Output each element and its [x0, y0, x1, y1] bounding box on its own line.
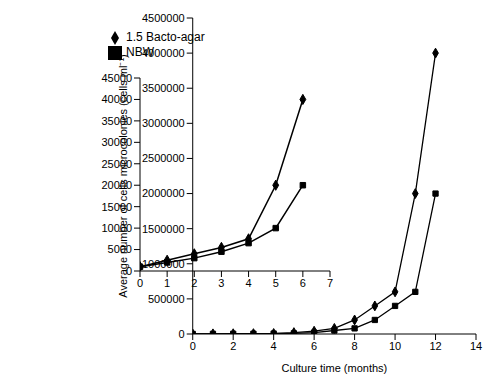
svg-text:Average number of cells microc: Average number of cells microcolonies (c…	[117, 54, 129, 297]
svg-text:30000: 30000	[101, 136, 132, 148]
svg-text:0: 0	[137, 277, 143, 289]
svg-text:20000: 20000	[101, 179, 132, 191]
svg-text:3000000: 3000000	[142, 117, 185, 129]
svg-text:2: 2	[230, 340, 236, 352]
svg-text:45000: 45000	[101, 72, 132, 84]
svg-text:2: 2	[191, 277, 197, 289]
svg-text:0: 0	[190, 340, 196, 352]
svg-text:6: 6	[300, 277, 306, 289]
svg-text:12: 12	[429, 340, 441, 352]
svg-text:Culture time (months): Culture time (months)	[281, 362, 387, 374]
svg-text:5: 5	[273, 277, 279, 289]
svg-text:0: 0	[126, 265, 132, 277]
svg-text:500000: 500000	[148, 293, 185, 305]
svg-text:5000: 5000	[108, 243, 132, 255]
svg-text:14: 14	[470, 340, 482, 352]
svg-text:0: 0	[179, 328, 185, 340]
svg-text:15000: 15000	[101, 201, 132, 213]
svg-text:10: 10	[389, 340, 401, 352]
svg-text:1: 1	[164, 277, 170, 289]
svg-text:10000: 10000	[101, 222, 132, 234]
svg-text:3500000: 3500000	[142, 82, 185, 94]
svg-text:35000: 35000	[101, 115, 132, 127]
svg-text:8: 8	[352, 340, 358, 352]
svg-text:25000: 25000	[101, 158, 132, 170]
svg-text:2000000: 2000000	[142, 187, 185, 199]
svg-text:6: 6	[311, 340, 317, 352]
svg-text:4000000: 4000000	[142, 47, 185, 59]
svg-text:4500000: 4500000	[142, 12, 185, 24]
svg-text:1500000: 1500000	[142, 223, 185, 235]
svg-text:40000: 40000	[101, 93, 132, 105]
svg-text:7: 7	[327, 277, 333, 289]
svg-text:4: 4	[271, 340, 277, 352]
svg-text:2500000: 2500000	[142, 152, 185, 164]
svg-text:3: 3	[218, 277, 224, 289]
svg-text:4: 4	[246, 277, 252, 289]
